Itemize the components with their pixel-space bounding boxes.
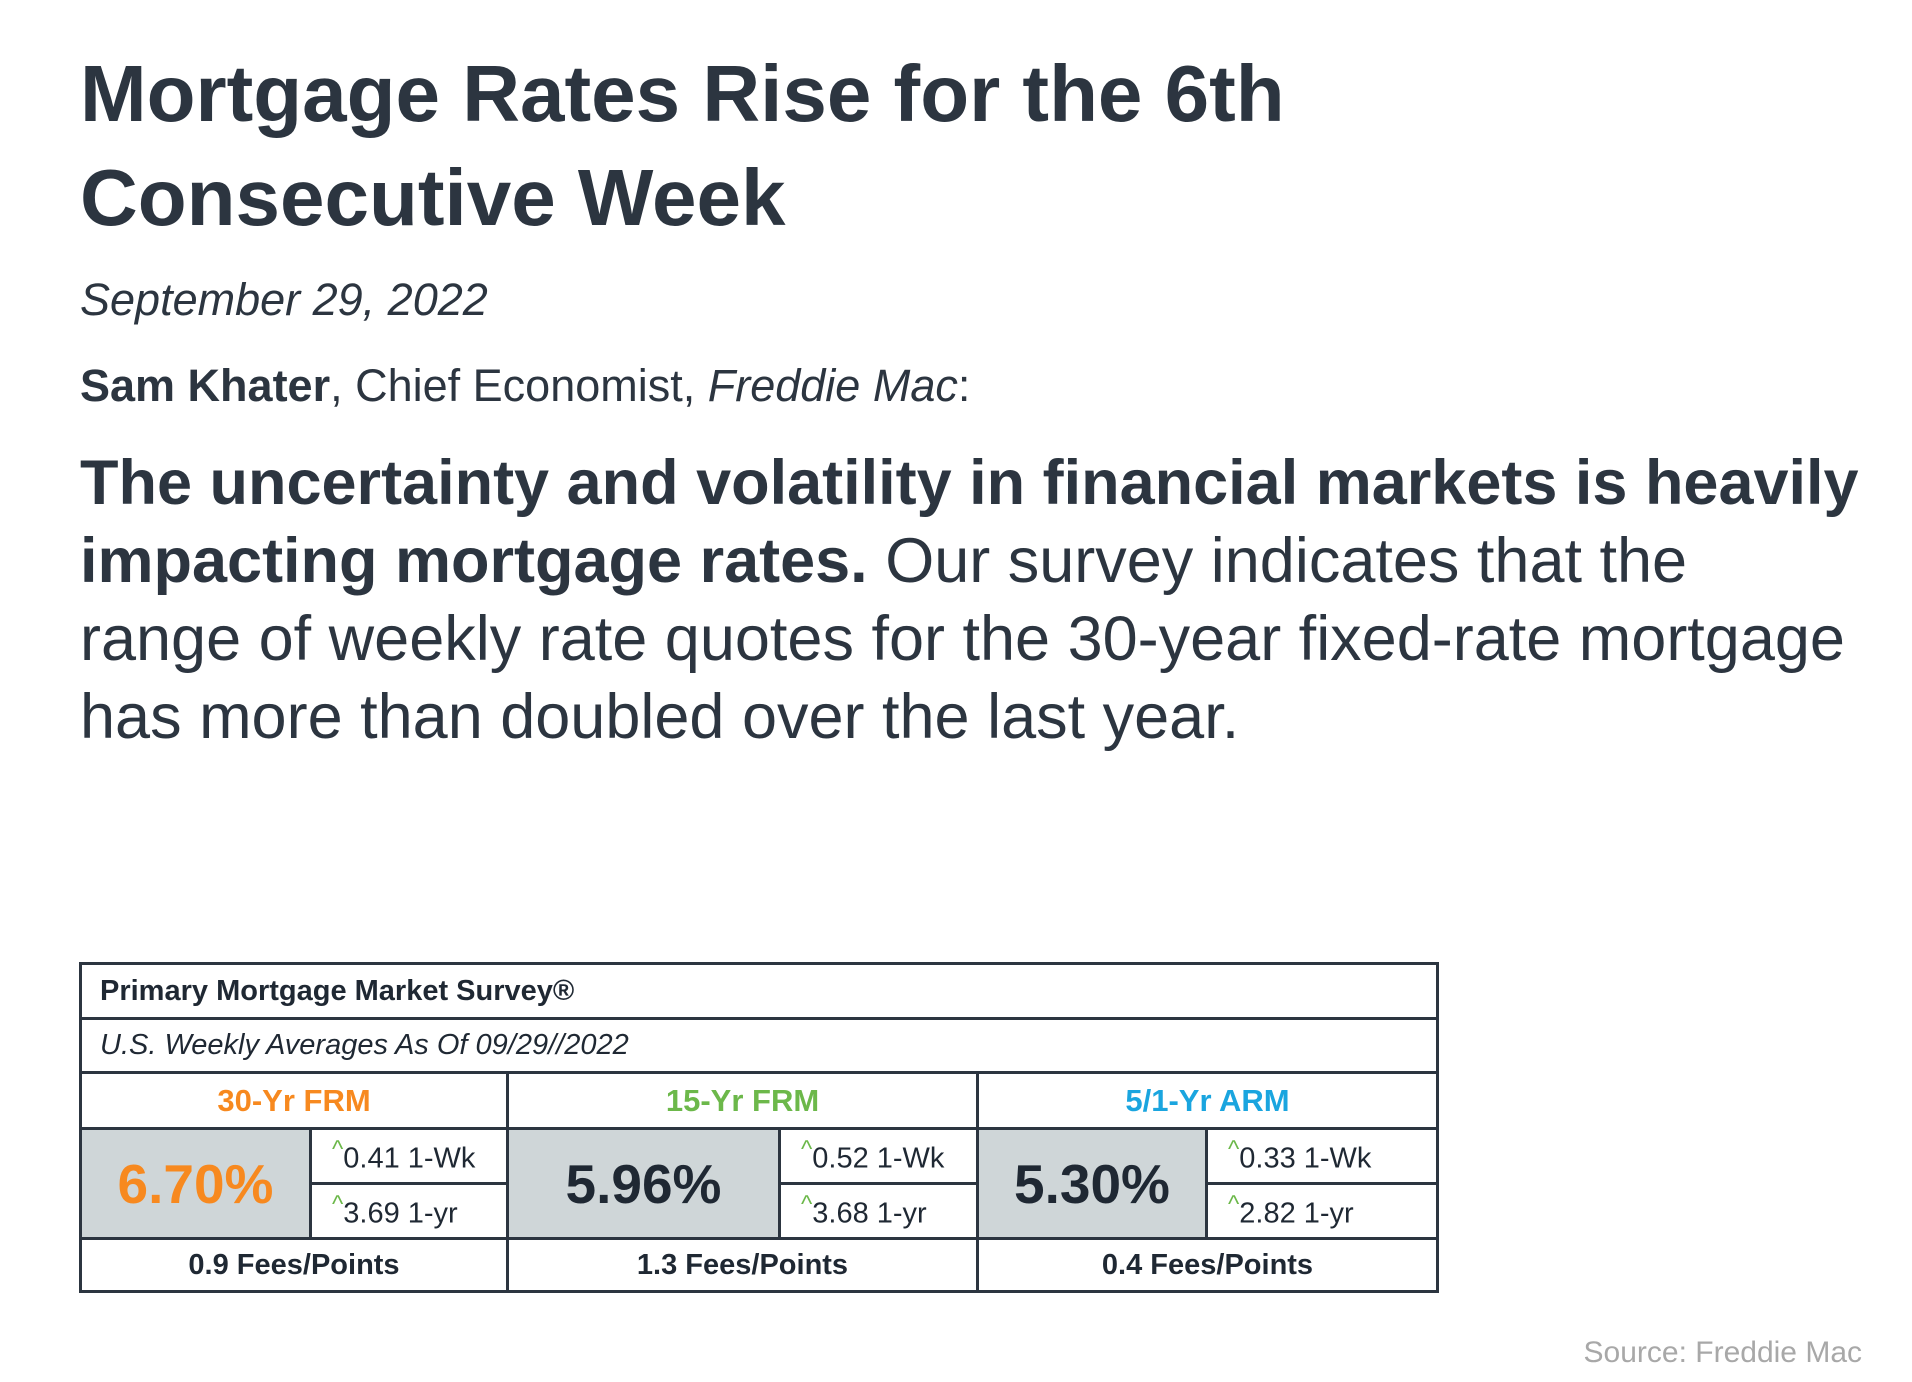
mortgage-survey-table: Primary Mortgage Market Survey® U.S. Wee… <box>79 962 1439 1293</box>
survey-title: Primary Mortgage Market Survey® <box>79 962 1439 1020</box>
fees-5-1-arm: 0.4 Fees/Points <box>976 1237 1439 1293</box>
fees-30yr: 0.9 Fees/Points <box>79 1237 509 1293</box>
author-organization: Freddie Mac <box>707 360 958 411</box>
up-caret-icon: ^ <box>332 1191 344 1219</box>
publish-date: September 29, 2022 <box>80 274 488 325</box>
up-caret-icon: ^ <box>801 1191 813 1219</box>
rate-30yr: 6.70% <box>79 1127 312 1240</box>
up-caret-icon: ^ <box>801 1136 813 1164</box>
year-change-15yr: ^3.68 1-yr <box>778 1182 979 1240</box>
author-name: Sam Khater <box>80 360 331 411</box>
survey-subtitle: U.S. Weekly Averages As Of 09/29//2022 <box>79 1017 1439 1074</box>
quote-lead: The uncertainty and volatility in financ… <box>80 448 1859 596</box>
product-label-5-1-arm: 5/1-Yr ARM <box>976 1071 1439 1130</box>
product-label-30yr: 30-Yr FRM <box>79 1071 509 1130</box>
week-change-15yr: ^0.52 1-Wk <box>778 1127 979 1185</box>
rate-5-1-arm: 5.30% <box>976 1127 1208 1240</box>
up-caret-icon: ^ <box>332 1136 344 1164</box>
week-change-5-1-arm: ^0.33 1-Wk <box>1205 1127 1439 1185</box>
up-caret-icon: ^ <box>1228 1191 1240 1219</box>
up-caret-icon: ^ <box>1228 1136 1240 1164</box>
year-change-30yr: ^3.69 1-yr <box>309 1182 509 1240</box>
quote-body: Our survey indicates that the range of w… <box>80 526 1845 752</box>
byline: Sam Khater, Chief Economist, Freddie Mac… <box>80 356 970 416</box>
rate-15yr: 5.96% <box>506 1127 781 1240</box>
quote: The uncertainty and volatility in financ… <box>80 444 1860 756</box>
product-label-15yr: 15-Yr FRM <box>506 1071 979 1130</box>
author-role: , Chief Economist, <box>330 360 708 411</box>
fees-15yr: 1.3 Fees/Points <box>506 1237 979 1293</box>
page-title: Mortgage Rates Rise for the 6th Consecut… <box>80 49 1285 242</box>
week-change-30yr: ^0.41 1-Wk <box>309 1127 509 1185</box>
source-credit: Source: Freddie Mac <box>1583 1336 1862 1369</box>
year-change-5-1-arm: ^2.82 1-yr <box>1205 1182 1439 1240</box>
byline-colon: : <box>957 360 971 411</box>
